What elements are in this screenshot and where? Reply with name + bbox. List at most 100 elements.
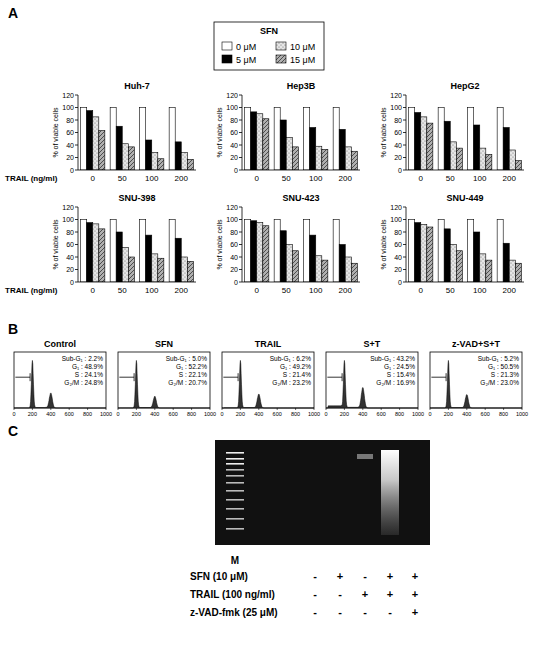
tick — [381, 408, 382, 410]
bar — [304, 220, 310, 283]
stat-label: S : — [491, 371, 501, 378]
panel-title: Control — [44, 339, 76, 349]
gel-smear — [381, 450, 399, 535]
stat: G₂/M : 23.2% — [272, 379, 311, 386]
stat: G₁ : 50.5% — [488, 363, 519, 370]
gate — [30, 373, 31, 381]
tick-label: 100 — [226, 216, 238, 223]
tick — [344, 408, 345, 410]
bar — [497, 108, 503, 171]
category-label: 50 — [282, 174, 291, 183]
tick — [239, 244, 242, 245]
tick — [403, 95, 406, 96]
tick — [295, 408, 296, 410]
tick — [403, 257, 406, 258]
cell: - — [313, 570, 317, 582]
bar — [286, 138, 292, 171]
bar — [468, 220, 474, 283]
tick-label: 0 — [116, 411, 119, 417]
bar — [251, 221, 257, 282]
tick-label: 60 — [230, 241, 238, 248]
tick — [75, 269, 78, 270]
tick — [75, 95, 78, 96]
bar — [169, 108, 175, 171]
chart: HepG2020406080100120% of viable cells050… — [380, 81, 524, 183]
tick — [154, 408, 155, 410]
tick-label: 40 — [66, 142, 74, 149]
tick-label: 1000 — [204, 411, 216, 417]
bar — [421, 225, 427, 283]
bar — [497, 220, 503, 283]
gate — [119, 377, 134, 378]
ladder-band — [226, 499, 244, 501]
stat-label: Sub-G₁ : — [370, 355, 396, 362]
bar — [450, 142, 456, 170]
legend-swatch — [222, 42, 232, 50]
panel-title: S+T — [364, 339, 381, 349]
panel-title: TRAIL — [255, 339, 282, 349]
tick-label: 20 — [230, 154, 238, 161]
cell: + — [387, 588, 393, 600]
tick — [239, 157, 242, 158]
tick — [485, 408, 486, 410]
frame — [430, 352, 522, 408]
bar — [292, 251, 298, 282]
axis — [78, 282, 196, 283]
tick — [50, 408, 51, 410]
tick — [210, 408, 211, 410]
category-label: 200 — [339, 286, 353, 295]
ladder-band — [226, 452, 244, 454]
bar — [292, 147, 298, 170]
tick — [75, 207, 78, 208]
tick — [222, 408, 223, 410]
stat: Sub-G₁ : 5.0% — [166, 355, 207, 362]
bar — [515, 161, 521, 170]
legend-label: 15 μM — [290, 55, 315, 65]
stat-value: 24.8% — [85, 379, 104, 386]
stat-label: G₁ : — [488, 363, 501, 370]
category-label: 50 — [118, 286, 127, 295]
panel-label: A — [8, 5, 18, 21]
ladder-band — [226, 508, 244, 510]
tick — [326, 408, 327, 410]
stat-value: 23.2% — [293, 379, 312, 386]
stat-value: 52.2% — [189, 363, 208, 370]
legend-swatch — [222, 55, 232, 63]
bar — [280, 120, 286, 170]
axis — [78, 207, 79, 282]
tick — [75, 145, 78, 146]
tick — [32, 408, 33, 410]
cell: - — [338, 606, 342, 618]
category-label: 100 — [309, 286, 323, 295]
bar — [93, 117, 99, 170]
tick — [403, 170, 406, 171]
tick — [522, 408, 523, 410]
tick-label: 0 — [398, 279, 402, 286]
tick — [466, 408, 467, 410]
bar — [474, 232, 480, 282]
stat: S : 15.4% — [387, 371, 415, 378]
cell: + — [412, 588, 418, 600]
category-label: 0 — [255, 286, 260, 295]
tick-label: 0 — [70, 279, 74, 286]
category-label: 50 — [282, 286, 291, 295]
category-label: 50 — [446, 174, 455, 183]
cell: + — [412, 570, 418, 582]
tick — [75, 132, 78, 133]
bar — [286, 245, 292, 283]
tick-label: 600 — [481, 411, 490, 417]
category-label: 100 — [473, 286, 487, 295]
chart-title: SNU-398 — [118, 193, 155, 203]
tick — [239, 207, 242, 208]
bar — [427, 227, 433, 282]
ladder-band — [226, 482, 244, 484]
tick-label: 400 — [358, 411, 367, 417]
axis — [406, 95, 407, 170]
histogram-panel: S+T02004006008001000Sub-G₁ : 43.2%G₁ : 2… — [324, 339, 424, 417]
tick-label: 800 — [291, 411, 300, 417]
stat-label: S : — [75, 371, 85, 378]
axis-title: % of viable cells — [380, 107, 387, 158]
bar — [345, 257, 351, 282]
bar — [438, 220, 444, 283]
tick-label: 1000 — [100, 411, 112, 417]
